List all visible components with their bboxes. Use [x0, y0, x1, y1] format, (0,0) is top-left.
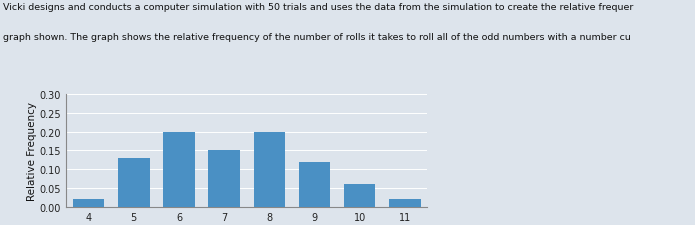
Bar — [118, 158, 149, 207]
Text: Vicki designs and conducts a computer simulation with 50 trials and uses the dat: Vicki designs and conducts a computer si… — [3, 3, 634, 12]
Text: graph shown. The graph shows the relative frequency of the number of rolls it ta: graph shown. The graph shows the relativ… — [3, 33, 631, 42]
Y-axis label: Relative Frequency: Relative Frequency — [27, 101, 37, 200]
Bar — [389, 200, 420, 207]
Bar — [73, 200, 104, 207]
Bar — [208, 151, 240, 207]
Bar — [299, 162, 330, 207]
Bar — [344, 184, 375, 207]
Bar — [254, 132, 285, 207]
Bar — [163, 132, 195, 207]
